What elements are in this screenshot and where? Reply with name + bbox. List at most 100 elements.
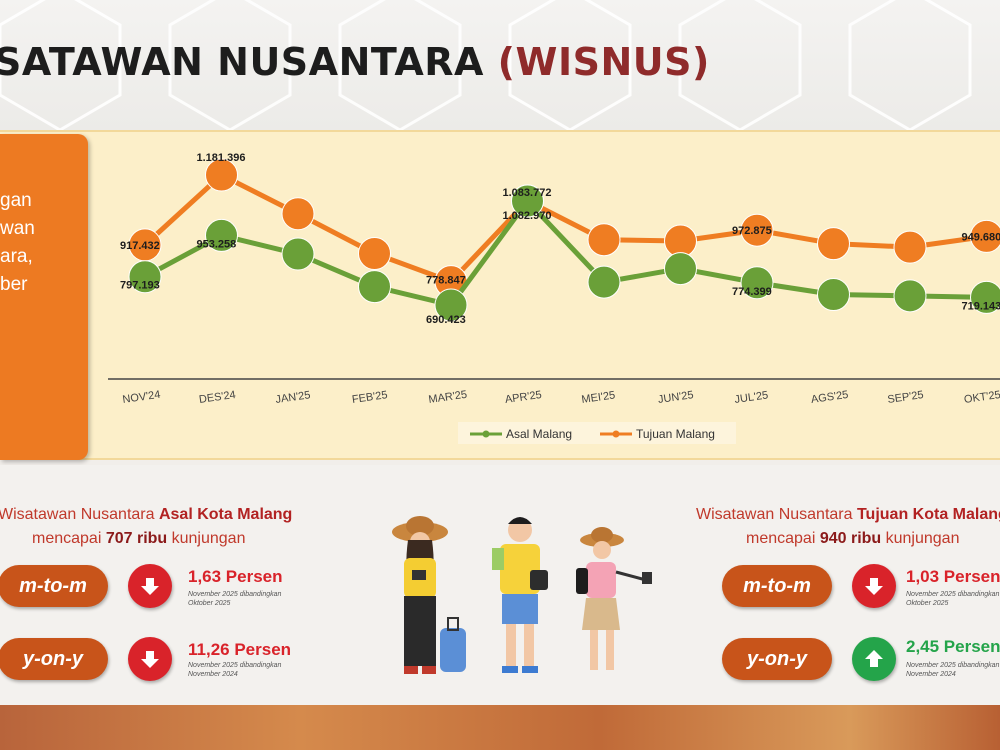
arrow-down-icon <box>128 637 172 681</box>
right-stat-sub-prefix: mencapai <box>746 530 820 547</box>
data-label: 774.399 <box>732 286 772 298</box>
x-tick-label: NOV'24 <box>122 389 161 406</box>
side-text-line: wan <box>0 218 35 239</box>
x-tick-label: JUL'25 <box>734 389 769 406</box>
chart-legend: Asal Malang Tujuan Malang <box>458 422 736 444</box>
data-point-asal <box>434 288 468 322</box>
data-label: 953.258 <box>197 238 237 250</box>
data-point-tujuan <box>587 223 621 257</box>
right-mtm-note: November 2025 dibandingkan Oktober 2025 <box>906 590 999 608</box>
legend-label: Asal Malang <box>506 427 572 441</box>
left-stat-sub-suffix: kunjungan <box>167 530 246 547</box>
x-tick-label: MEI'25 <box>581 389 616 406</box>
data-point-asal <box>358 270 391 304</box>
data-point-tujuan <box>358 236 391 270</box>
data-label: 778.847 <box>426 275 466 287</box>
data-point-asal <box>281 237 315 271</box>
x-tick-label: OKT'25 <box>963 389 1000 406</box>
tourists-illustration <box>392 516 652 674</box>
left-stat-subheading: mencapai 707 ribu kunjungan <box>32 530 245 548</box>
x-tick-label: MAR'25 <box>428 389 468 406</box>
x-tick-label: AGS'25 <box>810 389 849 406</box>
data-point-tujuan <box>817 227 850 261</box>
legend-label: Tujuan Malang <box>636 427 715 441</box>
x-tick-label: SEP'25 <box>887 389 925 406</box>
data-point-asal <box>817 278 850 312</box>
right-stat-sub-bold: 940 ribu <box>819 530 882 547</box>
data-label: 949.680 <box>962 231 1000 243</box>
left-stat-heading-bold: Asal Kota Malang <box>158 506 293 523</box>
page-title-main: SATAWAN NUSANTARA <box>0 40 498 84</box>
data-point-tujuan <box>205 158 238 192</box>
right-stat-heading-bold: Tujuan Kota Malang <box>856 506 1000 523</box>
left-stat-sub-prefix: mencapai <box>32 530 106 547</box>
arrow-down-icon <box>128 564 172 608</box>
right-stat-subheading: mencapai 940 ribu kunjungan <box>746 530 959 548</box>
right-stat-heading: Wisatawan Nusantara Tujuan Kota Malang <box>696 506 1000 524</box>
data-point-asal <box>587 265 621 299</box>
left-mtm-percent: 1,63 Persen <box>188 567 283 586</box>
left-stat-heading: Wisatawan Nusantara Asal Kota Malang <box>0 506 292 524</box>
series-line-asal <box>143 198 987 308</box>
series-line-tujuan <box>143 172 987 285</box>
left-stat-heading-prefix: Wisatawan Nusantara <box>0 506 159 523</box>
data-label: 917.432 <box>120 240 160 252</box>
side-text-line: ber <box>0 274 28 295</box>
x-tick-label: JUN'25 <box>657 389 694 406</box>
data-label: 972.875 <box>732 225 772 237</box>
bottom-decorative-strip <box>0 705 1000 750</box>
data-point-asal <box>128 260 162 294</box>
data-point-asal <box>664 252 697 286</box>
data-label: 1.181.396 <box>197 152 246 164</box>
data-point-asal <box>970 280 1000 314</box>
right-mtm-note-line2: Oktober 2025 <box>906 600 949 607</box>
left-yoy-percent: 11,26 Persen <box>188 640 292 659</box>
data-label: 797.193 <box>120 280 160 292</box>
left-yoy-note-line2: November 2024 <box>188 671 238 678</box>
page-title-accent: (WISNUS) <box>497 40 710 84</box>
right-mtm-percent: 1,03 Persen <box>906 567 1000 586</box>
data-point-asal <box>740 266 774 300</box>
data-label: 1.083.772 <box>503 187 552 199</box>
side-description-box: gan wan ara, ber <box>0 134 88 460</box>
right-yoy-percent: 2,45 Persen <box>906 637 1000 656</box>
left-mtm-note-line2: Oktober 2025 <box>188 600 231 607</box>
legend-marker <box>482 430 490 438</box>
left-stat-sub-bold: 707 ribu <box>105 530 168 547</box>
side-text-line: ara, <box>0 246 33 267</box>
left-yoy-pill: y-on-y <box>0 638 108 680</box>
data-point-asal <box>511 184 544 218</box>
right-yoy-note-line2: November 2024 <box>906 671 956 678</box>
data-label: 690.423 <box>426 314 466 326</box>
left-mtm-note: November 2025 dibandingkan Oktober 2025 <box>188 590 281 608</box>
page-title: SATAWAN NUSANTARA (WISNUS) <box>0 40 710 84</box>
legend-background <box>458 422 736 444</box>
data-point-tujuan <box>740 213 774 247</box>
right-stat-sub-suffix: kunjungan <box>881 530 960 547</box>
arrow-up-icon <box>852 637 896 681</box>
left-yoy-note: November 2025 dibandingkan November 2024 <box>188 661 281 679</box>
data-point-tujuan <box>970 219 1000 253</box>
left-yoy-note-line1: November 2025 dibandingkan <box>188 662 282 669</box>
data-point-tujuan <box>893 230 927 264</box>
right-mtm-note-line1: November 2025 dibandingkan <box>906 591 1000 598</box>
data-point-asal <box>205 218 238 252</box>
arrow-down-icon <box>852 564 896 608</box>
x-tick-label: FEB'25 <box>351 389 388 406</box>
data-label: 719.143 <box>962 300 1000 312</box>
data-point-asal <box>893 279 927 313</box>
right-yoy-pill: y-on-y <box>722 638 832 680</box>
x-tick-label: APR'25 <box>504 389 542 406</box>
right-mtm-pill: m-to-m <box>722 565 832 607</box>
left-mtm-pill: m-to-m <box>0 565 108 607</box>
right-yoy-note-line1: November 2025 dibandingkan <box>906 662 1000 669</box>
legend-marker <box>612 430 620 438</box>
right-stat-heading-prefix: Wisatawan Nusantara <box>696 506 857 523</box>
data-point-tujuan <box>281 197 315 231</box>
side-text-line: gan <box>0 190 32 211</box>
x-tick-label: DES'24 <box>198 389 236 406</box>
left-mtm-note-line1: November 2025 dibandingkan <box>188 591 282 598</box>
x-tick-label: JAN'25 <box>275 389 311 406</box>
line-chart: NOV'24 DES'24 JAN'25 FEB'25 MAR'25 APR'25 MEI'… <box>108 152 1000 444</box>
right-yoy-note: November 2025 dibandingkan November 2024 <box>906 661 999 679</box>
